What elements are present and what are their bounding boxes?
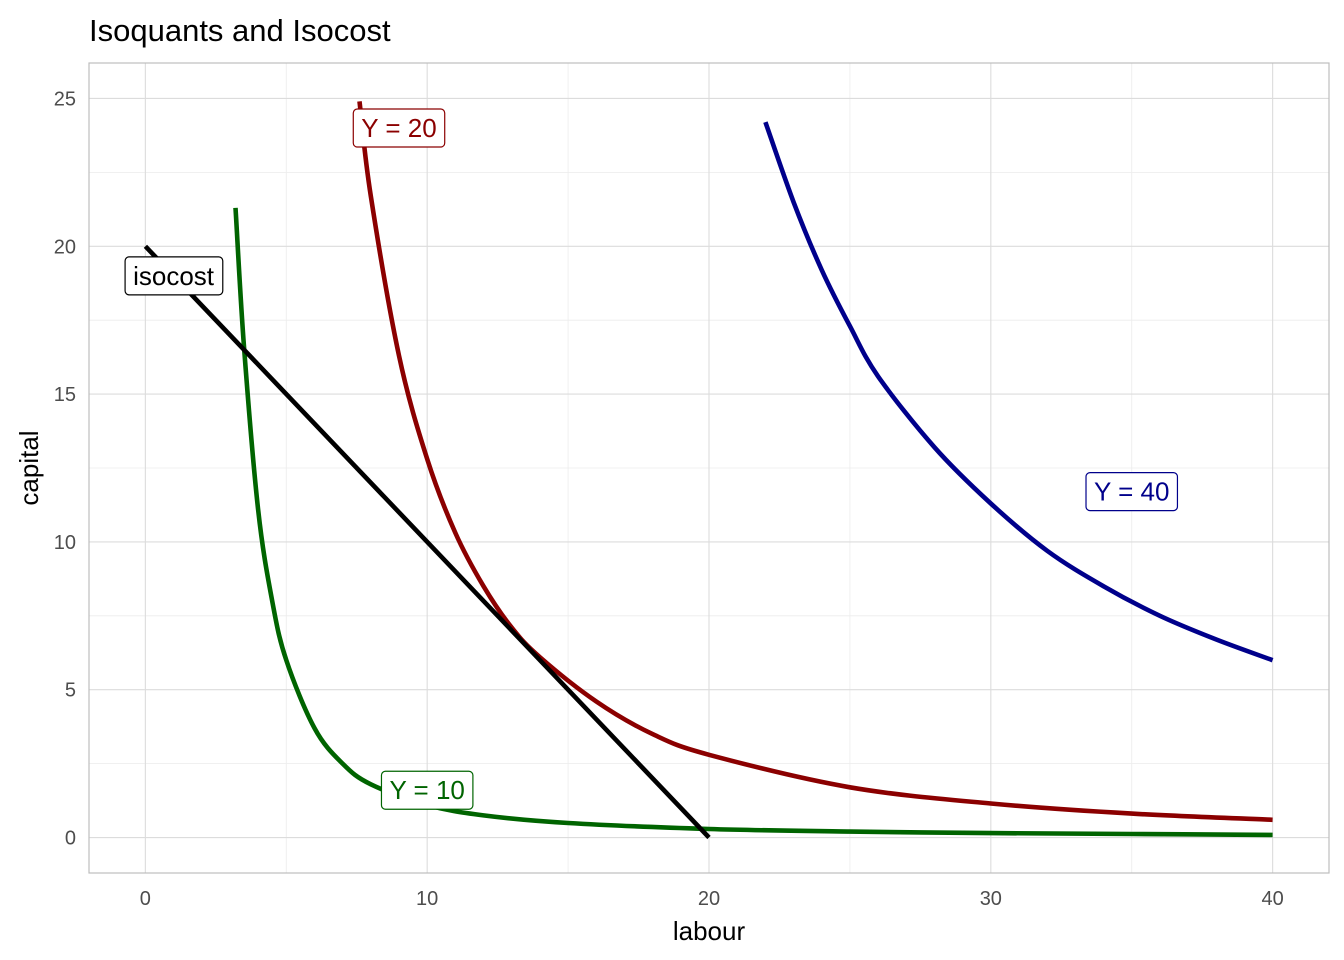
series-line-isocost [143,244,711,840]
x-tick-labels: 0 10 20 30 40 [140,888,1284,910]
label-box [380,770,474,810]
label-text: isocost [133,261,215,291]
y-tick-label: 10 [54,532,76,554]
y-axis-title: capital [14,430,44,505]
label-isocost: isocost [124,256,224,296]
panel-border [88,62,1330,874]
x-axis-title: labour [673,916,746,946]
label-text: Y = 10 [389,775,464,805]
y-tick-label: 20 [54,236,76,258]
x-tick-label: 20 [698,888,720,910]
y-tick-label: 25 [54,88,76,110]
x-tick-label: 10 [416,888,438,910]
label-box [352,108,446,148]
label-box [1085,472,1179,512]
chart-title: Isoquants and Isocost [89,13,391,48]
annotation-layer: Y = 20 isocost Y = 40 Y = 10 [124,108,1179,810]
label-text: Y = 20 [361,113,436,143]
x-tick-label: 30 [980,888,1002,910]
series-line-y-40 [763,121,1274,663]
y-tick-labels: 0 5 10 15 20 25 [54,88,76,849]
x-tick-label: 0 [140,888,151,910]
label-text: Y = 40 [1094,477,1169,507]
label-y-40: Y = 40 [1085,472,1179,512]
y-tick-label: 5 [65,680,76,702]
y-tick-label: 0 [65,828,76,850]
label-y-20: Y = 20 [352,108,446,148]
series-line-y-20 [357,101,1273,823]
label-box [124,256,224,296]
label-y-10: Y = 10 [380,770,474,810]
y-tick-label: 15 [54,384,76,406]
x-tick-label: 40 [1262,888,1284,910]
grid [89,63,1329,873]
